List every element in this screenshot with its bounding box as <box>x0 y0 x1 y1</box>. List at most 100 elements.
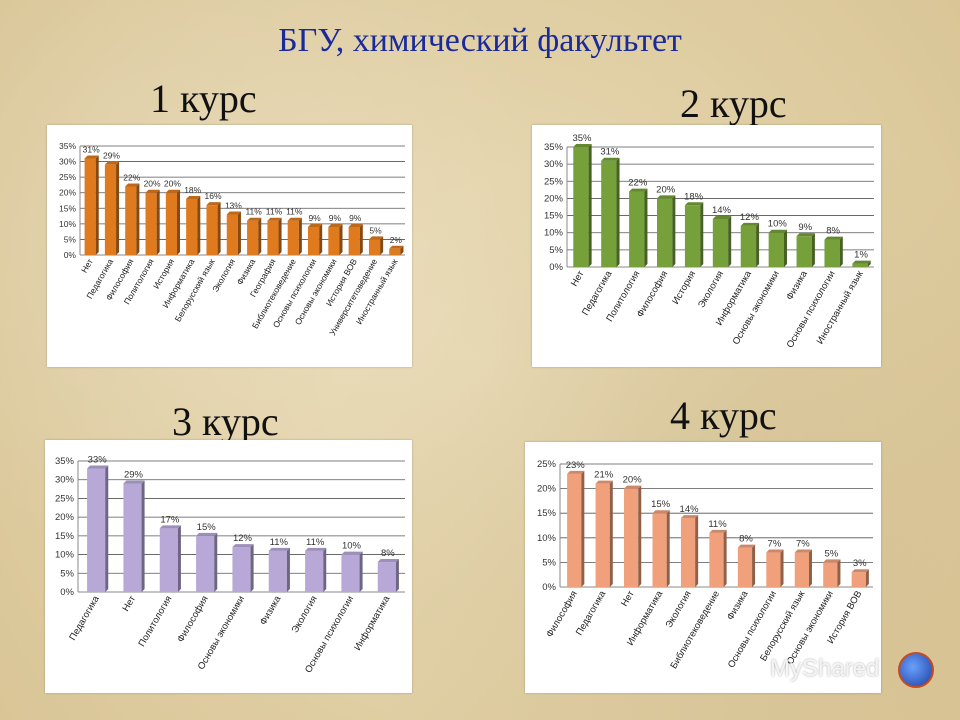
y-tick-label: 0% <box>64 250 77 260</box>
bar-side <box>217 202 221 255</box>
x-tick-label: История <box>670 269 698 306</box>
bar-top <box>709 529 727 533</box>
bar-group <box>125 183 140 255</box>
bar-top <box>629 188 648 192</box>
bar-side <box>323 547 327 592</box>
bar <box>796 236 812 267</box>
watermark-logo-icon <box>898 652 934 688</box>
chart-course-2: 0% 5% 10% 15% 20% 25% 30% 35% 35% Нет 31% Педагогик… <box>532 125 881 367</box>
y-tick-label: 0% <box>549 262 563 273</box>
y-tick-label: 35% <box>55 456 75 467</box>
bar-group <box>186 195 201 255</box>
y-tick-label: 25% <box>544 176 564 187</box>
data-label: 33% <box>88 454 108 465</box>
bar-group <box>684 202 704 267</box>
bar-top <box>84 155 99 159</box>
bar-top <box>737 544 756 548</box>
x-tick-label: Физика <box>784 268 810 302</box>
bar-side <box>837 559 841 587</box>
bar-side <box>197 195 201 255</box>
bar-group <box>680 515 699 587</box>
bar-side <box>616 157 620 267</box>
bar-group <box>341 551 363 592</box>
bar-side <box>867 260 871 267</box>
bar-side <box>728 216 732 267</box>
data-label: 2% <box>390 235 403 245</box>
bar-group <box>123 480 145 592</box>
x-tick-label: Педагогика <box>574 588 609 637</box>
bar-group <box>308 223 323 255</box>
bar-side <box>116 161 120 255</box>
data-label: 35% <box>572 133 592 144</box>
data-label: 12% <box>740 212 760 223</box>
bar-side <box>865 569 869 587</box>
data-label: 11% <box>270 537 289 548</box>
x-tick-label: Нет <box>79 257 95 275</box>
y-tick-label: 35% <box>59 141 76 151</box>
bar-top <box>206 202 221 206</box>
bar-top <box>196 532 218 536</box>
y-tick-label: 5% <box>549 245 563 256</box>
x-tick-label: Информатика <box>352 593 393 652</box>
bar-top <box>226 211 241 215</box>
bar-group <box>87 465 109 592</box>
chart-course-4-svg: 0%5%10%15%20%25% 23%Философия21%Педагогик… <box>537 459 873 671</box>
bar <box>712 219 729 267</box>
bar-group <box>794 549 812 587</box>
bar-group <box>740 222 760 267</box>
bar-top <box>305 547 327 551</box>
bar-top <box>267 217 282 221</box>
bar-side <box>756 222 760 267</box>
bar-side <box>808 549 812 587</box>
y-tick-label: 10% <box>544 228 564 239</box>
x-tick-label: Нет <box>569 268 587 288</box>
bar-top <box>186 195 201 199</box>
bar <box>186 198 198 255</box>
bar-group <box>268 547 290 592</box>
bar-top <box>794 549 812 553</box>
data-label: 10% <box>768 219 788 230</box>
data-label: 9% <box>329 213 342 223</box>
bar-top <box>125 183 140 187</box>
bar-side <box>136 183 140 255</box>
bar <box>824 239 840 267</box>
course-1-heading: 1 курс <box>150 76 257 121</box>
y-tick-label: 15% <box>55 531 75 542</box>
data-label: 18% <box>684 191 704 202</box>
bar-side <box>783 229 787 267</box>
bar-side <box>359 551 363 592</box>
bar-side <box>638 485 642 587</box>
bar-group <box>629 188 648 267</box>
data-label: 15% <box>197 522 217 533</box>
bar-group <box>84 155 99 255</box>
data-label: 11% <box>266 207 283 217</box>
data-label: 8% <box>739 534 753 545</box>
data-label: 5% <box>369 225 382 235</box>
data-label: 9% <box>798 222 812 233</box>
y-tick-label: 15% <box>544 211 564 222</box>
bar <box>573 147 589 267</box>
bar-side <box>700 202 704 267</box>
y-tick-label: 15% <box>537 508 557 519</box>
bar-side <box>644 188 648 267</box>
bar-side <box>672 195 676 267</box>
bar <box>629 191 645 267</box>
bar <box>232 547 251 592</box>
bar <box>165 192 177 255</box>
course-2-heading: 2 курс <box>680 81 787 126</box>
bar-group <box>852 260 871 267</box>
bar-side <box>141 480 145 592</box>
data-label: 11% <box>286 207 303 217</box>
bar <box>308 226 320 255</box>
bar <box>766 552 781 587</box>
bar <box>196 535 215 592</box>
bar <box>601 160 617 267</box>
chart-course-1-svg: 0%5%10%15%20%25%30%35% 31%Нет29%Педагогик… <box>59 141 405 337</box>
data-label: 18% <box>184 185 201 195</box>
data-label: 22% <box>123 172 140 182</box>
bar-top <box>624 485 642 489</box>
bar-top <box>573 144 592 147</box>
bar-side <box>156 189 160 255</box>
bar-side <box>258 217 262 255</box>
bar-top <box>389 245 404 249</box>
